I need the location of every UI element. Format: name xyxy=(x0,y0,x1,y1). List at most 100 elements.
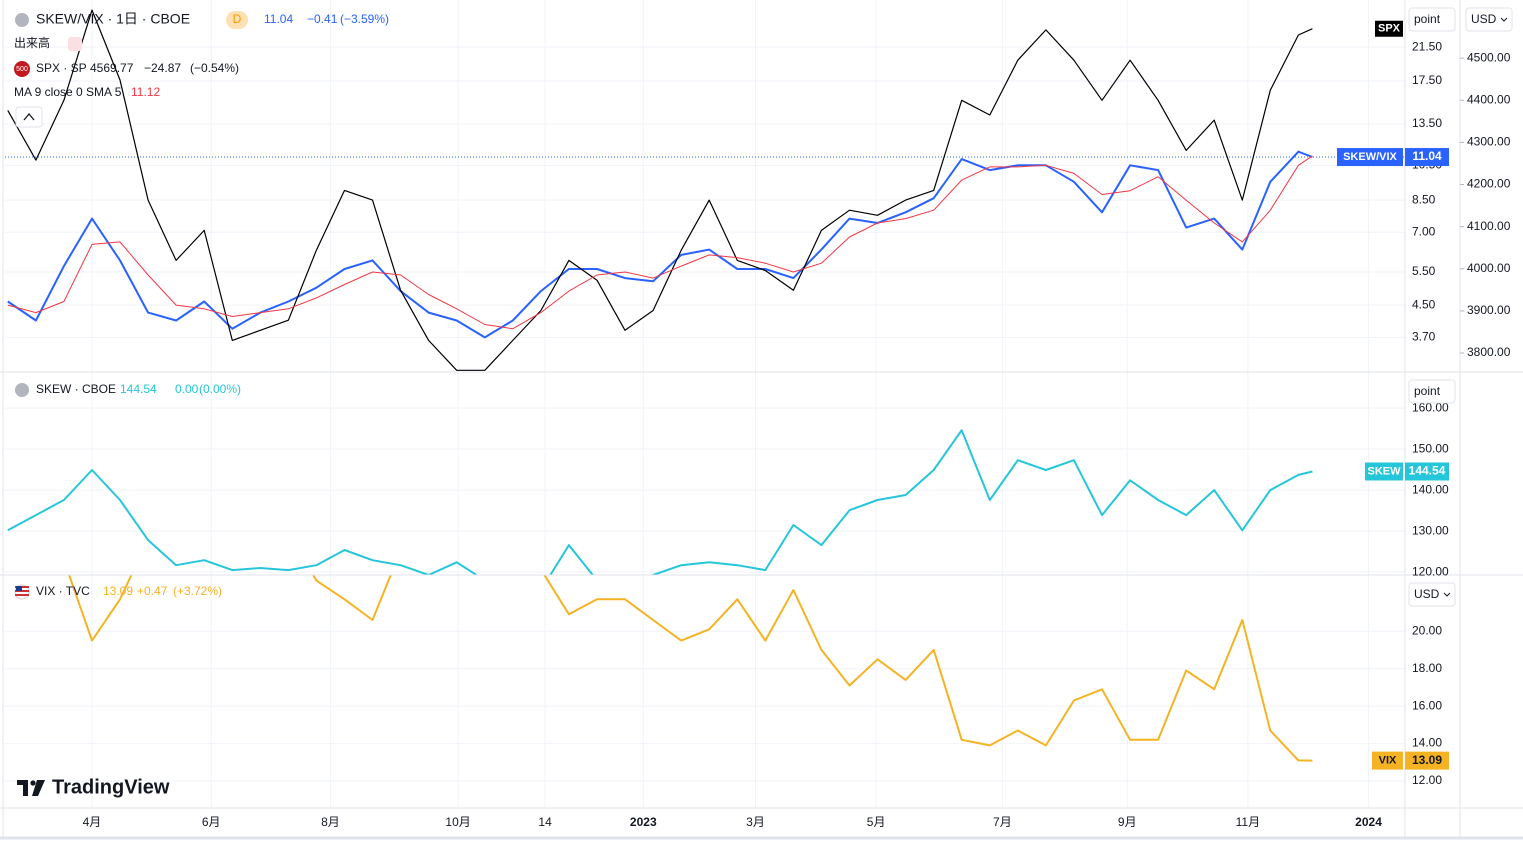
y2-tick-label: 4300.00 xyxy=(1467,135,1511,149)
legend-text: 4569.77 xyxy=(90,61,134,75)
y2-tick-label: 4200.00 xyxy=(1467,177,1511,191)
price-tag-name: VIX xyxy=(1379,755,1397,767)
legend-text: (0.00%) xyxy=(199,382,241,396)
y-tick-label: 18.00 xyxy=(1412,661,1442,675)
x-tick-label: 2024 xyxy=(1355,815,1382,829)
y-tick-label: 7.00 xyxy=(1412,224,1436,238)
y-tick-label: 130.00 xyxy=(1412,523,1449,537)
y-tick-label: 5.50 xyxy=(1412,264,1436,278)
price-tag-name-box xyxy=(1375,20,1403,37)
price-tag-value-box xyxy=(1405,148,1449,167)
overlay: 3.704.505.507.008.5010.5013.5017.5021.50… xyxy=(83,7,1513,829)
legend-text: 144.54 xyxy=(120,382,157,396)
spx-icon xyxy=(14,61,30,77)
price-tag-name-box xyxy=(1372,751,1403,770)
x-tick-label: 2023 xyxy=(630,815,657,829)
y-tick-label: 14.00 xyxy=(1412,736,1442,750)
y-tick-label: 17.50 xyxy=(1412,73,1442,87)
x-tick-label: 3月 xyxy=(746,815,765,829)
interval-pill xyxy=(226,11,248,29)
collapse-button[interactable] xyxy=(15,106,43,128)
scale-button[interactable]: point xyxy=(1408,7,1456,32)
scale-button-label: USD xyxy=(1471,12,1497,26)
x-tick-label: 8月 xyxy=(321,815,340,829)
legend-text: 出来高 xyxy=(14,35,50,50)
y-tick-label: 20.00 xyxy=(1412,623,1442,637)
legend-text: (−3.59%) xyxy=(340,12,389,26)
y-tick-label: 120.00 xyxy=(1412,564,1449,578)
scale-button-box xyxy=(1408,379,1456,404)
legend-text: 0.00 xyxy=(175,382,199,396)
price-tag-name: SPX xyxy=(1378,23,1401,35)
legend-text: (+3.72%) xyxy=(173,584,222,598)
y-tick-label: 4.50 xyxy=(1412,297,1436,311)
y2-tick-label: 3800.00 xyxy=(1467,345,1511,359)
legend-text: D xyxy=(233,12,242,26)
legend-text: MA 9 close 0 SMA 5 xyxy=(14,85,122,99)
y-tick-label: 160.00 xyxy=(1412,400,1449,414)
legend-text: 11.04 xyxy=(264,12,293,26)
legend-text: 500 xyxy=(16,66,28,73)
scale-button-label: USD xyxy=(1414,587,1440,601)
legend-text: VIX · TVC xyxy=(36,584,90,598)
scale-button-box xyxy=(1408,582,1456,607)
scale-button[interactable]: USD xyxy=(1465,7,1513,32)
line-series xyxy=(7,9,1313,371)
scale-button[interactable]: point xyxy=(1408,379,1456,404)
x-tick-label: 4月 xyxy=(83,815,102,829)
line-series xyxy=(7,155,1313,330)
scale-button-label: point xyxy=(1414,384,1441,398)
x-tick-label: 10月 xyxy=(445,815,470,829)
y-tick-label: 16.00 xyxy=(1412,698,1442,712)
price-tag-value: 144.54 xyxy=(1409,464,1446,478)
y2-tick-label: 4500.00 xyxy=(1467,50,1511,64)
y-tick-label: 13.50 xyxy=(1412,116,1442,130)
x-tick-label: 14 xyxy=(538,815,552,829)
line-series xyxy=(7,429,1313,575)
scale-button-box xyxy=(1408,7,1456,32)
scale-button-box xyxy=(1465,7,1513,32)
scale-button-label: point xyxy=(1414,12,1441,26)
price-tag-name-box xyxy=(1337,148,1403,167)
price-tag-value: 13.09 xyxy=(1412,753,1442,767)
logo-text: TradingView xyxy=(52,776,170,798)
logo: TradingView xyxy=(17,776,170,798)
line-series xyxy=(68,575,1313,762)
legend-text: 11.12 xyxy=(131,85,160,99)
chevron xyxy=(1500,17,1508,22)
flag-icon xyxy=(14,584,30,600)
legend-text: +0.47 xyxy=(137,584,168,598)
legend-text: −24.87 xyxy=(144,61,181,75)
x-tick-label: 5月 xyxy=(867,815,886,829)
grid xyxy=(5,0,1405,808)
chevron xyxy=(1443,592,1451,597)
symbol-icon xyxy=(15,383,29,397)
price-tag-value-box xyxy=(1405,751,1449,770)
y-tick-label: 21.50 xyxy=(1412,39,1442,53)
volume-icon xyxy=(68,37,82,51)
symbol-icon xyxy=(15,13,29,27)
price-tag-name: SKEW/VIX xyxy=(1343,151,1397,163)
y-tick-label: 150.00 xyxy=(1412,441,1449,455)
scale-button[interactable]: USD xyxy=(1408,582,1456,607)
collapse-arrow xyxy=(23,112,35,121)
x-tick-label: 9月 xyxy=(1118,815,1137,829)
legend-text: (−0.54%) xyxy=(190,61,239,75)
y2-tick-label: 4400.00 xyxy=(1467,92,1511,106)
plots xyxy=(5,9,1405,762)
legend-text: 13.09 xyxy=(103,584,133,598)
legend-text: SKEW · CBOE xyxy=(36,382,116,396)
y2-tick-label: 4000.00 xyxy=(1467,261,1511,275)
legend-text: SKEW/VIX · 1日 · CBOE xyxy=(36,11,190,27)
legend-text: SPX · SP xyxy=(36,61,87,75)
y2-tick-label: 4100.00 xyxy=(1467,219,1511,233)
y-tick-label: 8.50 xyxy=(1412,192,1436,206)
y-tick-label: 3.70 xyxy=(1412,330,1436,344)
price-tag-name: SKEW xyxy=(1368,465,1402,477)
x-tick-label: 7月 xyxy=(993,815,1012,829)
x-tick-label: 6月 xyxy=(202,815,221,829)
price-tag-name-box xyxy=(1365,462,1403,481)
